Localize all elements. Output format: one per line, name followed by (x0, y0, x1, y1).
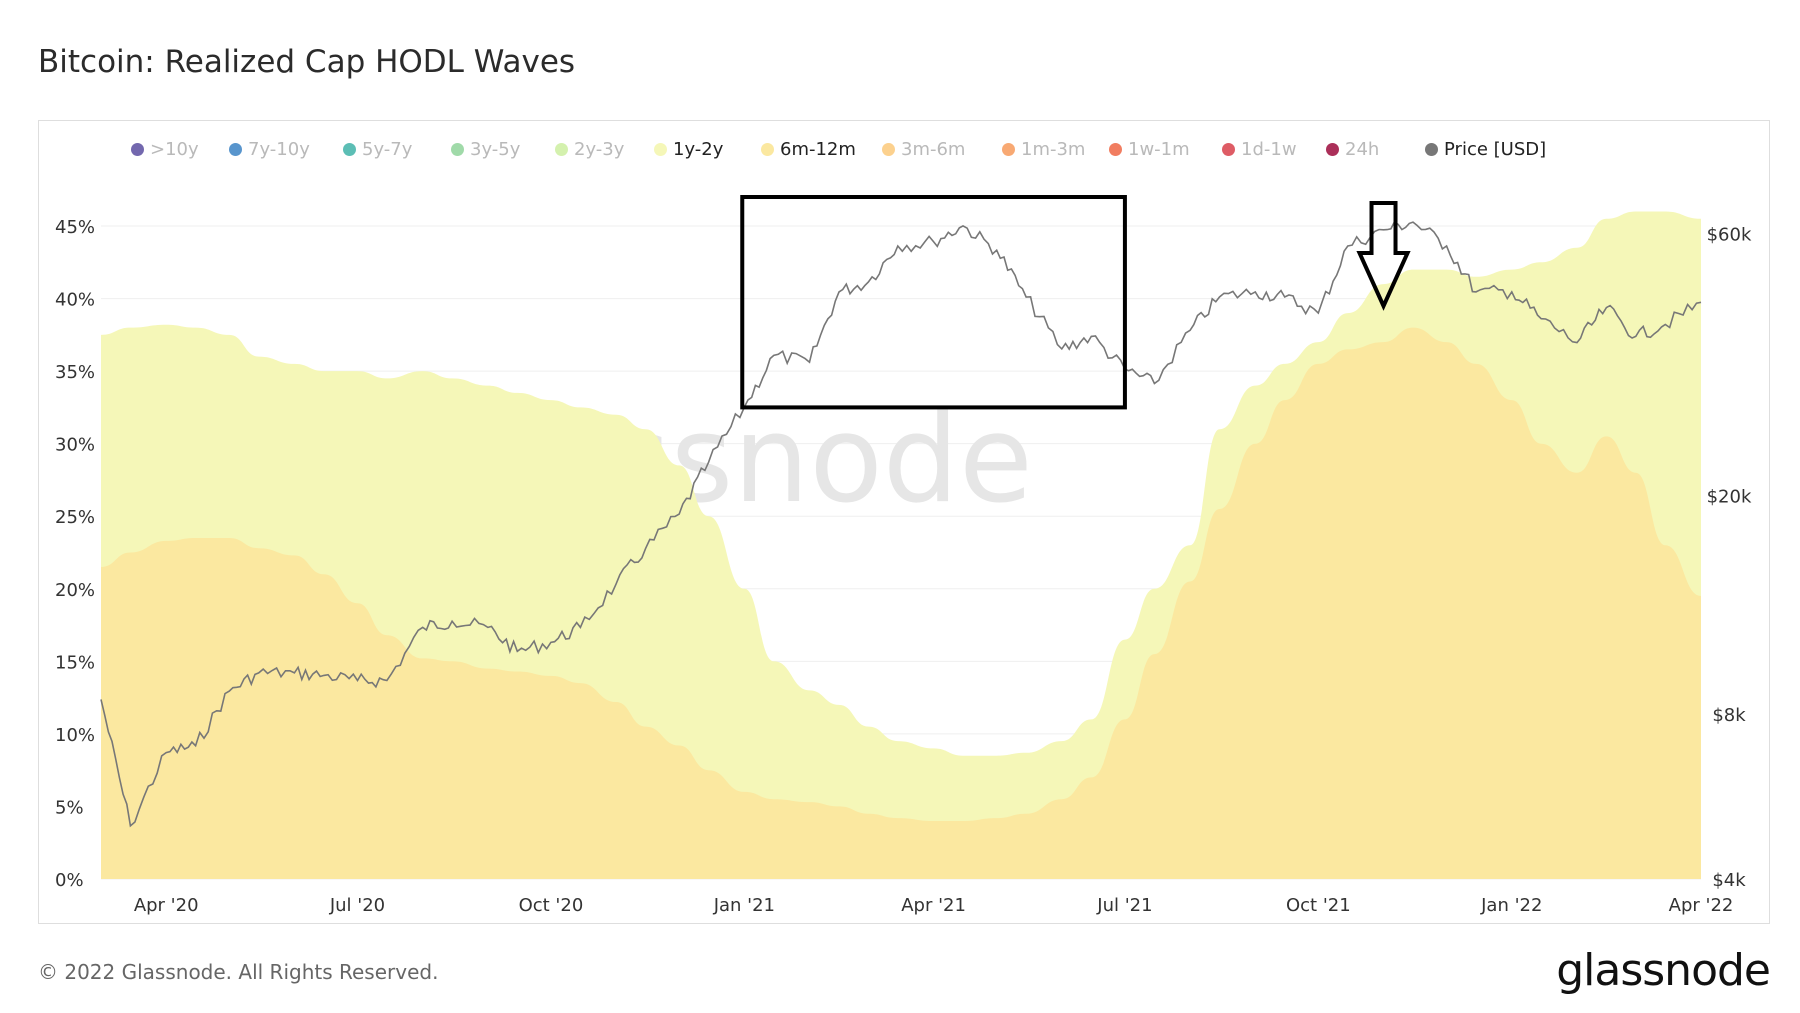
y-tick-label: 45% (55, 217, 95, 238)
legend-label: Price [USD] (1444, 139, 1547, 160)
legend-item[interactable]: 3y-5y (451, 139, 520, 160)
legend-label: 6m-12m (780, 139, 856, 160)
legend-dot (229, 143, 242, 156)
legend-dot (654, 143, 667, 156)
legend-dot (451, 143, 464, 156)
x-tick-label: Jul '21 (1096, 895, 1152, 916)
legend-label: 1m-3m (1021, 139, 1086, 160)
legend-dot (555, 143, 568, 156)
legend-dot (1002, 143, 1015, 156)
legend-dot (131, 143, 144, 156)
legend-item[interactable]: 2y-3y (555, 139, 624, 160)
area-series-6m-12m (101, 327, 1701, 880)
price-layer (100, 220, 1702, 828)
legend-label: 1y-2y (673, 139, 724, 160)
x-tick-label: Oct '21 (1286, 895, 1351, 916)
area-layer (101, 211, 1701, 880)
legend-label: 7y-10y (248, 139, 310, 160)
y2-tick-label: $8k (1712, 705, 1746, 726)
x-tick-label: Apr '21 (901, 895, 966, 916)
annotation-rectangle (740, 195, 1127, 410)
y-tick-label: 0% (55, 870, 84, 891)
legend-dot (1109, 143, 1122, 156)
legend-item[interactable]: 7y-10y (229, 139, 310, 160)
y-tick-label: 15% (55, 652, 95, 673)
legend-item[interactable]: 24h (1326, 139, 1379, 160)
legend-item[interactable]: 5y-7y (343, 139, 412, 160)
x-tick-label: Jan '21 (713, 895, 775, 916)
legend-label: 24h (1345, 139, 1380, 160)
down-arrow-icon (1356, 201, 1411, 311)
y-tick-label: 30% (55, 435, 95, 456)
y2-tick-label: $60k (1707, 225, 1752, 246)
legend-item[interactable]: 1y-2y (654, 139, 723, 160)
legend-dot (1326, 143, 1339, 156)
legend-label: 5y-7y (362, 139, 413, 160)
legend-dot (343, 143, 356, 156)
legend: >10y 7y-10y 5y-7y 3y-5y 2y-3y 1y-2y 6m-12m 3m-6… (39, 139, 1769, 167)
copyright-footer: © 2022 Glassnode. All Rights Reserved. (38, 960, 439, 984)
legend-item[interactable]: 3m-6m (882, 139, 965, 160)
legend-item[interactable]: >10y (131, 139, 199, 160)
legend-label: 3y-5y (470, 139, 521, 160)
y-tick-label: 10% (55, 725, 95, 746)
legend-item[interactable]: 6m-12m (761, 139, 856, 160)
legend-item[interactable]: 1m-3m (1002, 139, 1085, 160)
price-line (100, 220, 1702, 828)
legend-dot (761, 143, 774, 156)
y-axis-right: $4k $8k $20k $60k (1707, 225, 1752, 891)
legend-dot (1425, 143, 1438, 156)
y-tick-label: 40% (55, 290, 95, 311)
legend-dot (882, 143, 895, 156)
legend-item[interactable]: Price [USD] (1425, 139, 1546, 160)
x-tick-label: Jul '20 (329, 895, 385, 916)
x-tick-label: Apr '22 (1669, 895, 1734, 916)
chart-frame: >10y 7y-10y 5y-7y 3y-5y 2y-3y 1y-2y 6m-12m 3m-6… (38, 120, 1770, 924)
x-tick-label: Apr '20 (134, 895, 199, 916)
y-axis-left: 0% 5% 10% 15% 20% 25% 30% 35% 40% 45% (55, 217, 95, 891)
x-tick-label: Oct '20 (519, 895, 584, 916)
legend-item[interactable]: 1w-1m (1109, 139, 1190, 160)
y2-tick-label: $4k (1712, 870, 1746, 891)
legend-item[interactable]: 1d-1w (1222, 139, 1297, 160)
legend-label: 2y-3y (574, 139, 625, 160)
x-axis: Apr '20 Jul '20 Oct '20 Jan '21 Apr '21 Jul '… (134, 895, 1734, 916)
brand-logo: glassnode (1556, 945, 1771, 996)
y-tick-label: 35% (55, 362, 95, 383)
y-tick-label: 20% (55, 580, 95, 601)
legend-dot (1222, 143, 1235, 156)
chart-title: Bitcoin: Realized Cap HODL Waves (38, 44, 576, 80)
x-tick-label: Jan '22 (1480, 895, 1542, 916)
legend-label: >10y (150, 139, 199, 160)
annotation-layer (740, 195, 1411, 410)
legend-label: 3m-6m (901, 139, 966, 160)
y-tick-label: 5% (55, 797, 84, 818)
chart-svg: glassnode 0%5%10%15%20%25%30%35%40%45% $… (55, 195, 1752, 916)
legend-label: 1w-1m (1128, 139, 1190, 160)
y-tick-label: 25% (55, 507, 95, 528)
y2-tick-label: $20k (1707, 487, 1752, 508)
legend-label: 1d-1w (1241, 139, 1297, 160)
